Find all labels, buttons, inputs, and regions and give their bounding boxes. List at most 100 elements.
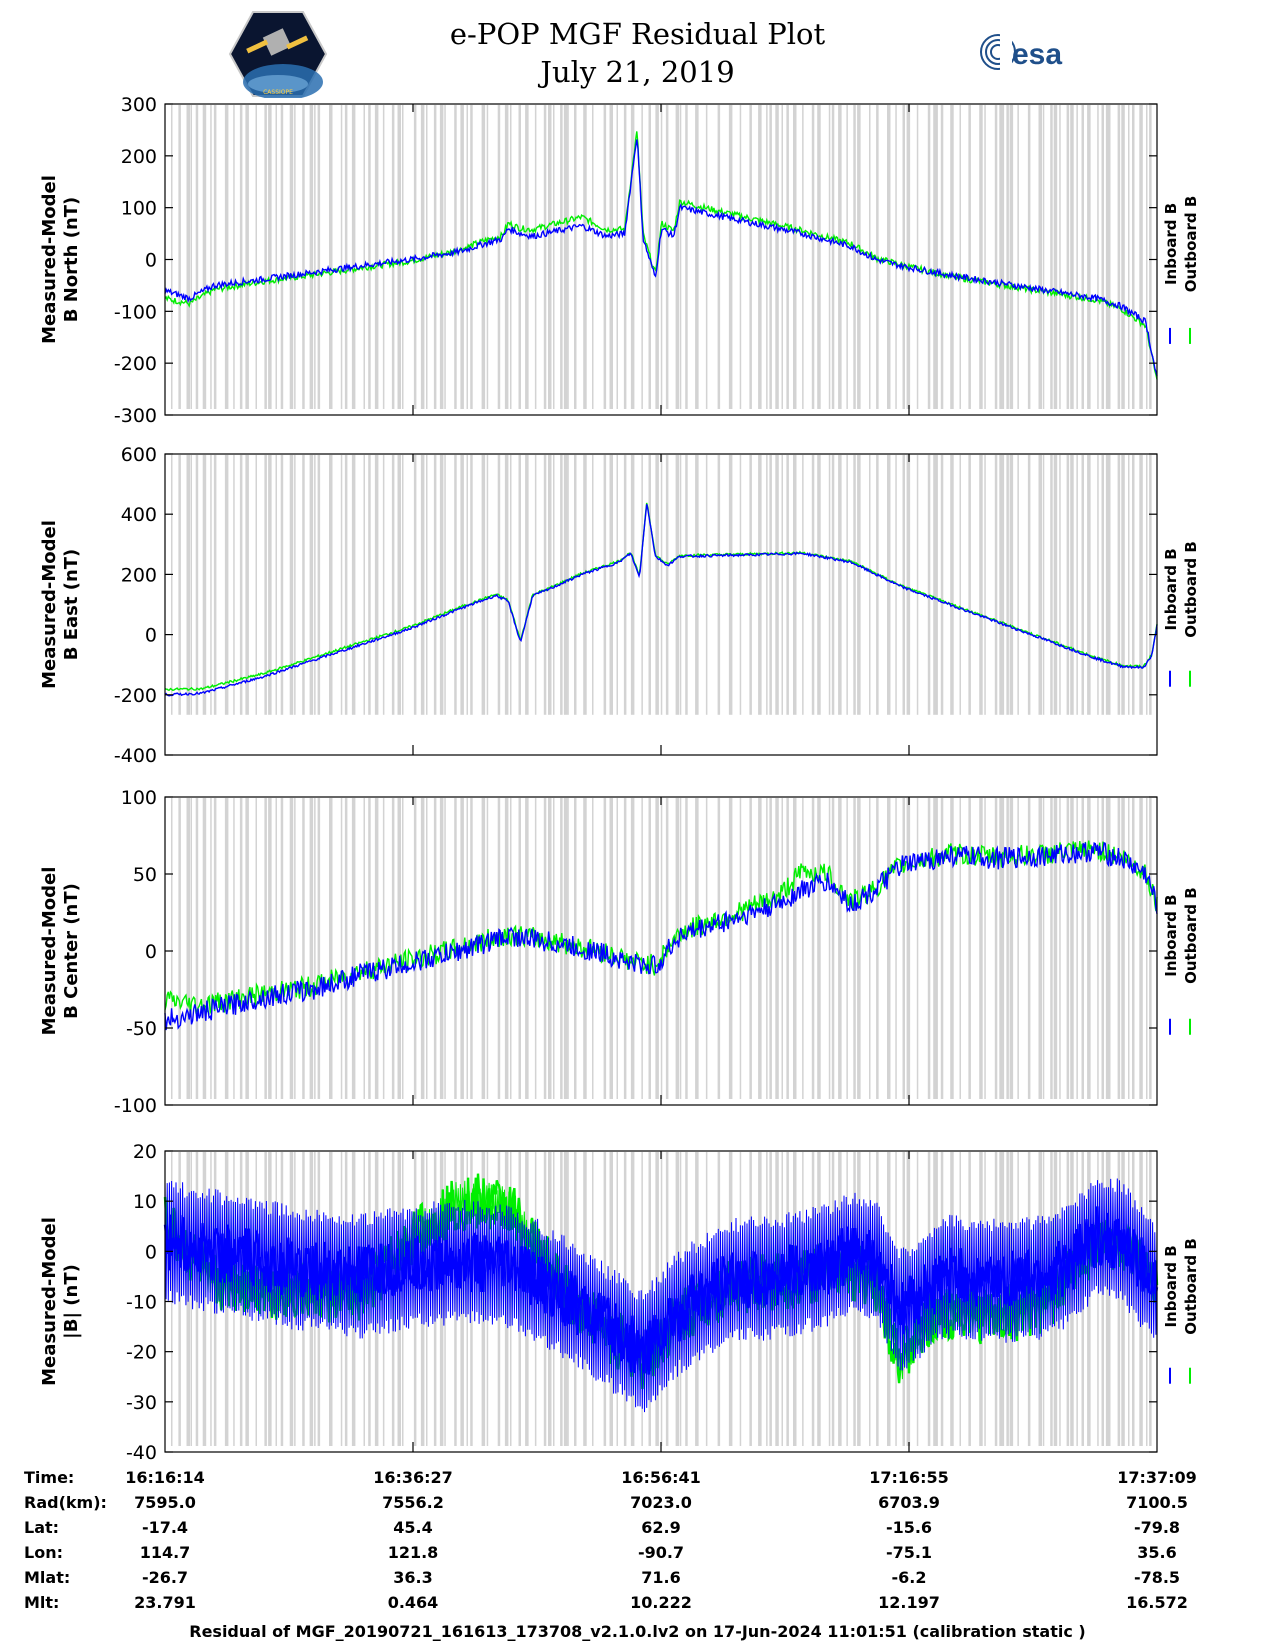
info-cell-value: 17:37:09	[1117, 1468, 1197, 1487]
data-gap-band	[466, 455, 468, 715]
data-gap-band	[439, 798, 444, 1099]
data-gap-band	[968, 798, 971, 1099]
data-gap-band	[685, 105, 688, 409]
y-tick-label: -20	[126, 1342, 157, 1364]
legend-label-inboard: Inboard B	[1162, 1245, 1180, 1327]
data-gap-band	[486, 105, 489, 409]
data-gap-band	[838, 455, 842, 715]
data-gap-band	[1050, 455, 1053, 715]
info-cell-value: 35.6	[1137, 1543, 1177, 1562]
data-gap-band	[344, 455, 348, 715]
data-gap-band	[749, 105, 752, 409]
footer-caption: Residual of MGF_20190721_161613_173708_v…	[189, 1622, 1086, 1641]
y-tick-label: 300	[121, 94, 157, 116]
data-gap-band	[802, 798, 804, 1099]
data-gap-band	[368, 455, 371, 715]
data-gap-band	[340, 798, 343, 1099]
data-gap-band	[1149, 798, 1152, 1099]
data-gap-band	[543, 105, 547, 409]
data-gap-band	[280, 798, 284, 1099]
legend: Inboard B Outboard B	[1162, 196, 1200, 344]
legend-label-outboard: Outboard B	[1182, 887, 1200, 984]
data-gap-band	[486, 455, 489, 715]
series-line-inboard	[164, 504, 1158, 697]
data-gap-band	[382, 105, 385, 409]
data-gap-band	[838, 1152, 842, 1446]
data-gap-band	[994, 455, 998, 715]
y-tick-label: 50	[133, 864, 157, 886]
data-gap-band	[1009, 105, 1014, 409]
data-gap-band	[1053, 455, 1058, 715]
data-gap-band	[1066, 105, 1070, 409]
data-gap-band	[685, 455, 688, 715]
data-gap-band	[655, 798, 659, 1099]
data-gap-band	[289, 798, 294, 1099]
data-gap-band	[486, 798, 489, 1099]
data-gap-band	[210, 1152, 212, 1446]
data-gap-band	[224, 105, 229, 409]
data-gap-band	[195, 455, 199, 715]
data-gap-band	[968, 105, 971, 409]
data-gap-band	[294, 105, 296, 409]
data-gap-band	[1066, 455, 1070, 715]
data-gap-band	[869, 455, 871, 715]
data-gap-band	[876, 455, 879, 715]
data-gap-band	[391, 105, 395, 409]
data-gap-band	[481, 105, 486, 409]
data-gap-band	[623, 105, 627, 409]
data-gap-band	[289, 105, 294, 409]
data-gap-band	[1139, 455, 1143, 715]
info-cell-value: 0.464	[387, 1593, 439, 1612]
data-gap-band	[775, 455, 779, 715]
data-gap-band	[268, 798, 272, 1099]
data-gap-band	[1027, 455, 1031, 715]
data-gap-band	[264, 105, 267, 409]
data-gap-band	[309, 798, 314, 1099]
data-gap-band	[374, 105, 379, 409]
orbit-info-table: Time: Rad(km): Lat: Lon: Mlat: Mlt: 16:16:14 75…	[0, 1460, 1275, 1612]
data-gap-band	[1146, 455, 1148, 715]
data-gap-band	[340, 105, 343, 409]
data-gap-band	[444, 455, 446, 715]
data-gap-band	[195, 798, 199, 1099]
data-gap-band	[202, 1152, 207, 1446]
data-gap-band	[224, 1152, 229, 1446]
panel-east: 600 400 200 0 -200 -400 Measured-ModelB East (…	[39, 444, 1200, 767]
data-gap-band	[1066, 798, 1070, 1099]
data-gap-band	[1105, 105, 1110, 409]
data-gap-band	[717, 455, 721, 715]
data-gap-band	[567, 105, 569, 409]
data-gap-band	[553, 105, 555, 409]
data-gap-band	[280, 105, 284, 409]
data-gap-band	[294, 1152, 296, 1446]
data-gap-band	[895, 798, 897, 1099]
data-gap-band	[543, 455, 547, 715]
series-line-inboard	[164, 841, 1158, 1031]
data-gap-band	[329, 105, 333, 409]
y-tick-label: 100	[121, 198, 157, 220]
data-gap-band	[984, 798, 986, 1099]
data-gap-band	[426, 455, 428, 715]
data-gap-band	[317, 798, 321, 1099]
data-gap-band	[171, 1152, 173, 1446]
data-gap-band	[178, 105, 181, 409]
data-gap-band	[679, 455, 682, 715]
y-tick-label: 0	[145, 625, 157, 647]
data-gap-band	[548, 798, 552, 1099]
data-gap-band	[749, 798, 752, 1099]
data-gap-band	[933, 105, 937, 409]
data-gap-band	[906, 798, 911, 1099]
data-gap-band	[1101, 455, 1104, 715]
panel-center: 100 50 0 -50 -100 Measured-ModelB Center (nT)…	[39, 787, 1200, 1117]
y-tick-label: 100	[121, 787, 157, 809]
data-gap-band	[1101, 1152, 1104, 1446]
data-gap-band	[817, 105, 821, 409]
data-gap-band	[959, 455, 961, 715]
info-row-label: Lon:	[24, 1543, 63, 1562]
data-gap-band	[1081, 105, 1084, 409]
data-gap-band	[1117, 1152, 1121, 1446]
data-gap-band	[264, 455, 267, 715]
data-gap-band	[869, 798, 871, 1099]
data-gap-band	[1109, 105, 1111, 409]
